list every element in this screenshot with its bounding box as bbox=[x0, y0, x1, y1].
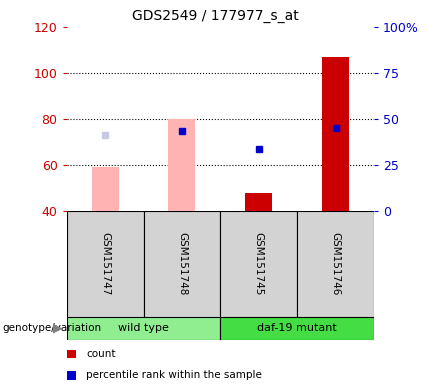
Text: GSM151748: GSM151748 bbox=[177, 232, 187, 296]
Text: wild type: wild type bbox=[118, 323, 169, 333]
Text: GDS2549 / 177977_s_at: GDS2549 / 177977_s_at bbox=[132, 9, 298, 23]
Text: GSM151747: GSM151747 bbox=[100, 232, 110, 296]
Bar bbox=[67, 317, 221, 340]
Bar bbox=[169, 119, 195, 211]
Text: GSM151746: GSM151746 bbox=[331, 232, 341, 296]
Bar bbox=[322, 57, 349, 211]
Text: percentile rank within the sample: percentile rank within the sample bbox=[86, 370, 262, 381]
Bar bbox=[221, 317, 374, 340]
Text: GSM151745: GSM151745 bbox=[254, 232, 264, 296]
Text: daf-19 mutant: daf-19 mutant bbox=[258, 323, 337, 333]
Bar bbox=[246, 193, 272, 211]
Bar bbox=[221, 211, 297, 317]
Text: count: count bbox=[86, 349, 116, 359]
Bar bbox=[297, 211, 374, 317]
Text: ▶: ▶ bbox=[53, 322, 62, 335]
Text: genotype/variation: genotype/variation bbox=[2, 323, 101, 333]
Bar bbox=[67, 211, 144, 317]
Bar bbox=[92, 167, 119, 211]
Bar bbox=[144, 211, 221, 317]
